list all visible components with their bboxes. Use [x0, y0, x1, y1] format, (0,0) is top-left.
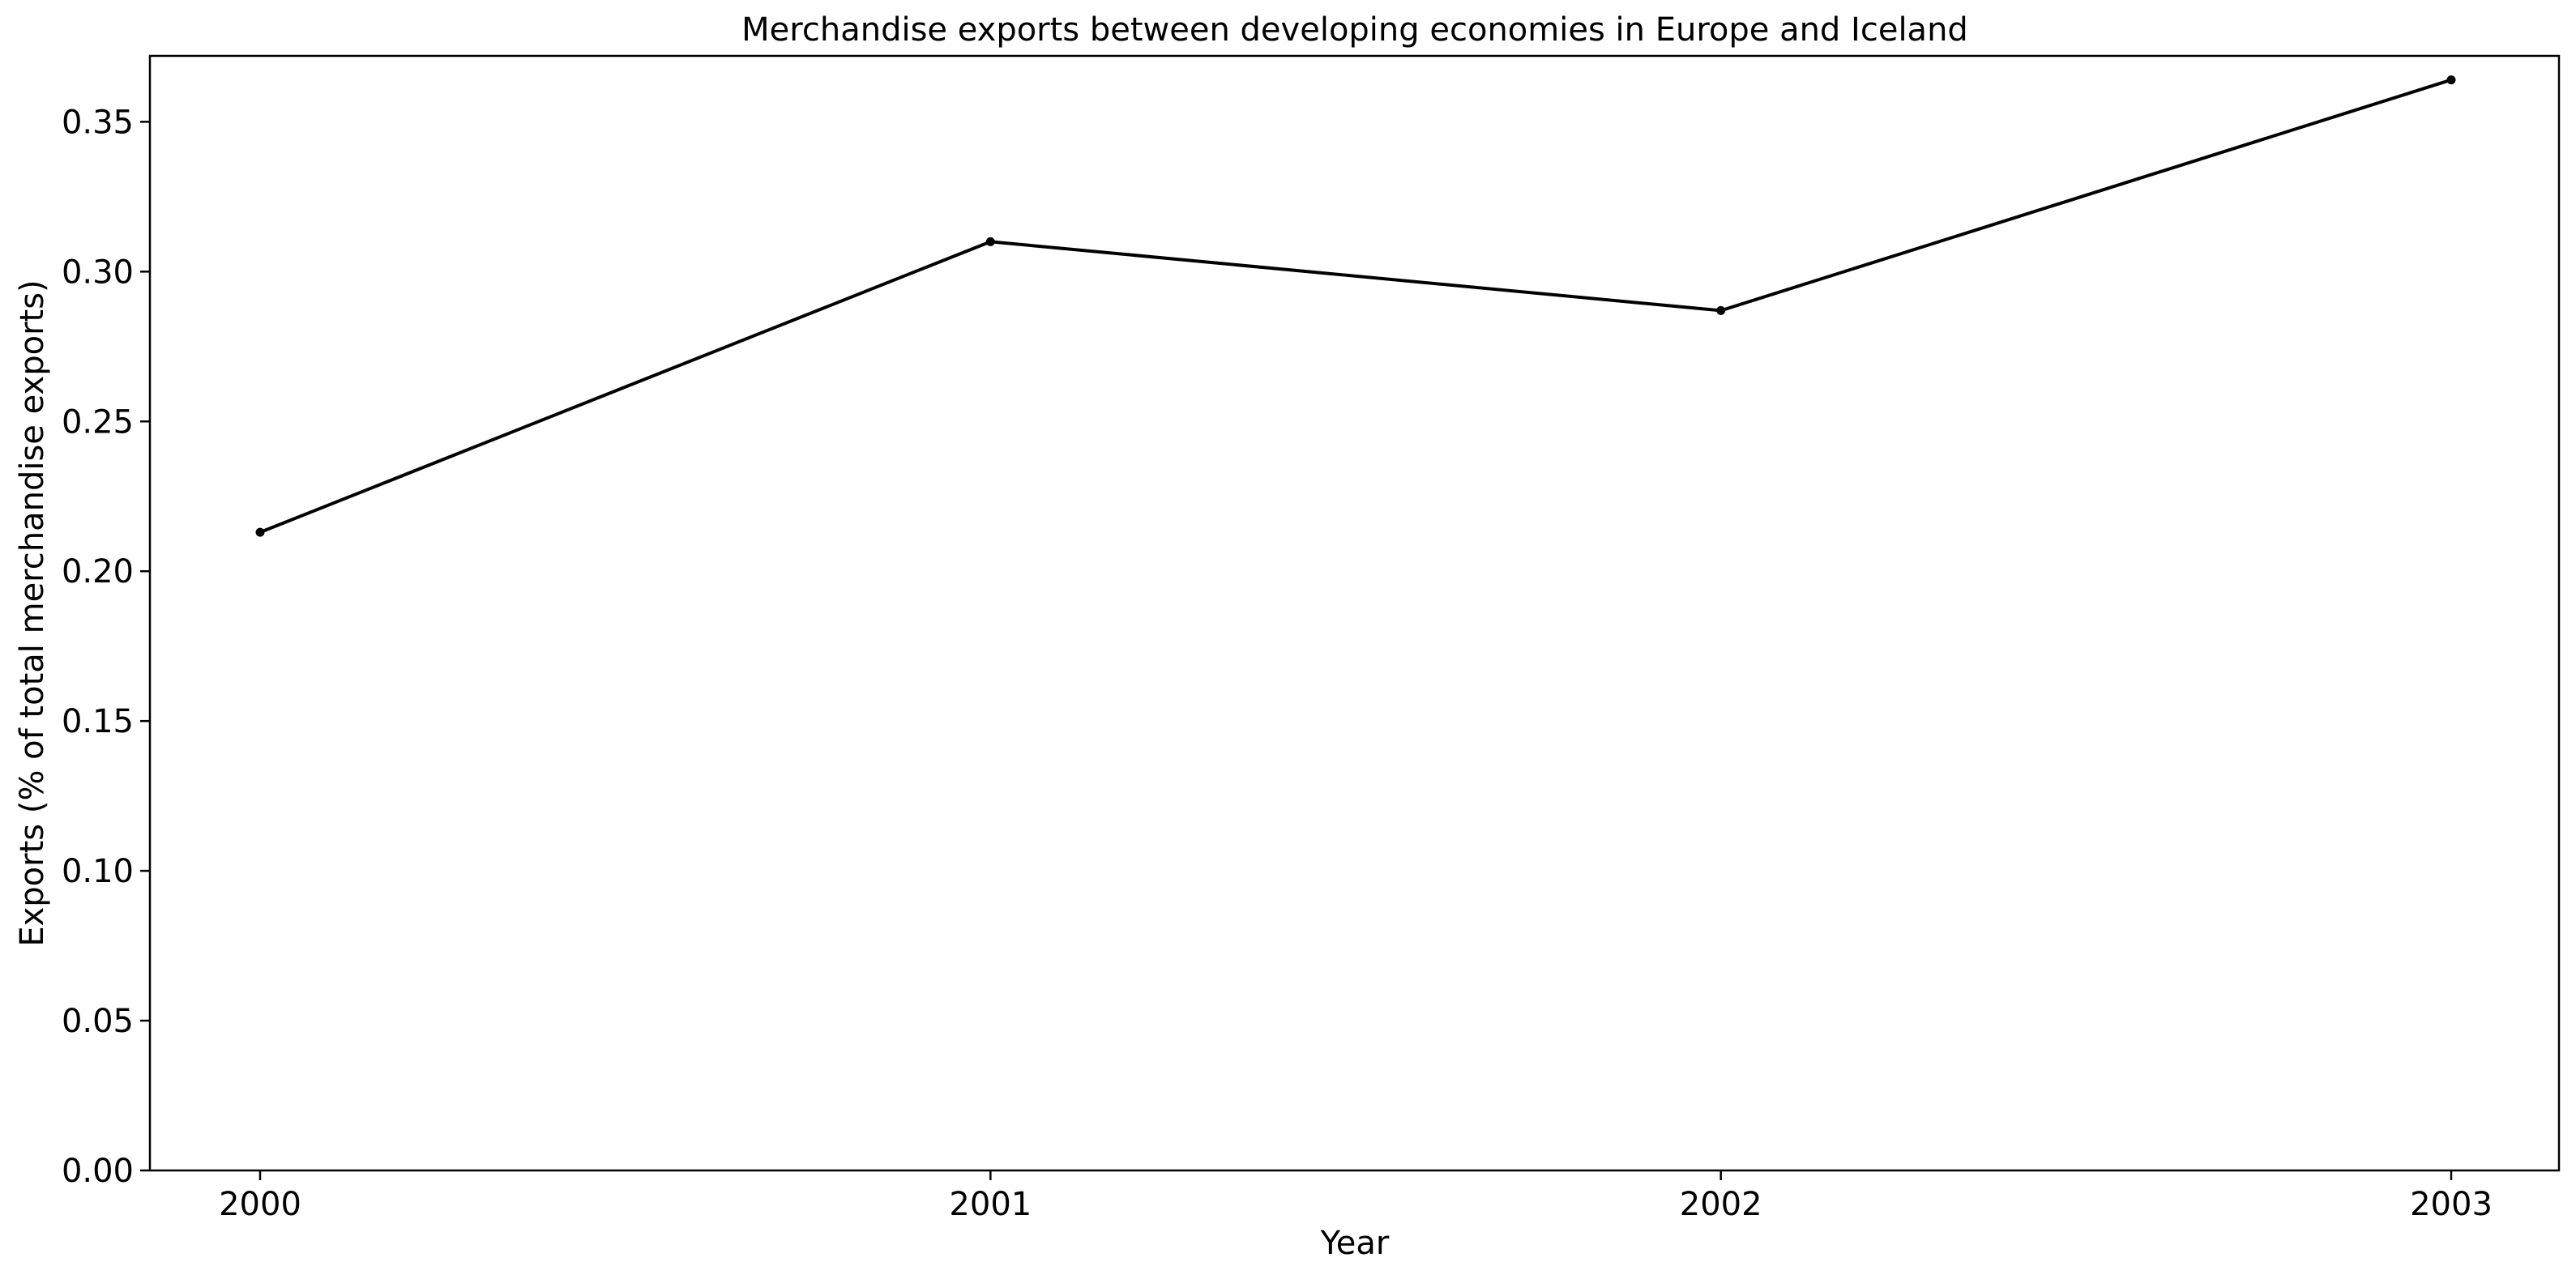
- y-axis: 0.00 0.05 0.10 0.15 0.20 0.25 0.30 0.35: [62, 104, 150, 1190]
- y-tick-label: 0.05: [62, 1003, 134, 1040]
- data-point: [1716, 305, 1726, 315]
- y-tick-label: 0.10: [62, 853, 134, 890]
- y-tick-label: 0.25: [62, 403, 134, 441]
- x-axis: 2000 2001 2002 2003: [219, 1170, 2493, 1223]
- data-point: [255, 527, 265, 537]
- y-tick-label: 0.35: [62, 104, 134, 141]
- y-tick-label: 0.30: [62, 254, 134, 291]
- x-tick-label: 2000: [219, 1186, 301, 1223]
- x-tick-label: 2002: [1680, 1186, 1762, 1223]
- y-tick-label: 0.00: [62, 1153, 134, 1190]
- y-tick-label: 0.15: [62, 703, 134, 740]
- y-axis-label: Exports (% of total merchandise exports): [14, 279, 51, 946]
- series-layer: [255, 75, 2456, 537]
- data-point: [2446, 75, 2456, 85]
- x-tick-label: 2003: [2410, 1186, 2493, 1223]
- data-point: [985, 237, 995, 246]
- x-axis-label: Year: [1320, 1225, 1390, 1262]
- y-tick-label: 0.20: [62, 553, 134, 590]
- x-tick-label: 2001: [949, 1186, 1032, 1223]
- plot-frame: [148, 54, 2561, 1172]
- chart-title: Merchandise exports between developing e…: [741, 11, 1968, 49]
- series-line: [259, 78, 2452, 534]
